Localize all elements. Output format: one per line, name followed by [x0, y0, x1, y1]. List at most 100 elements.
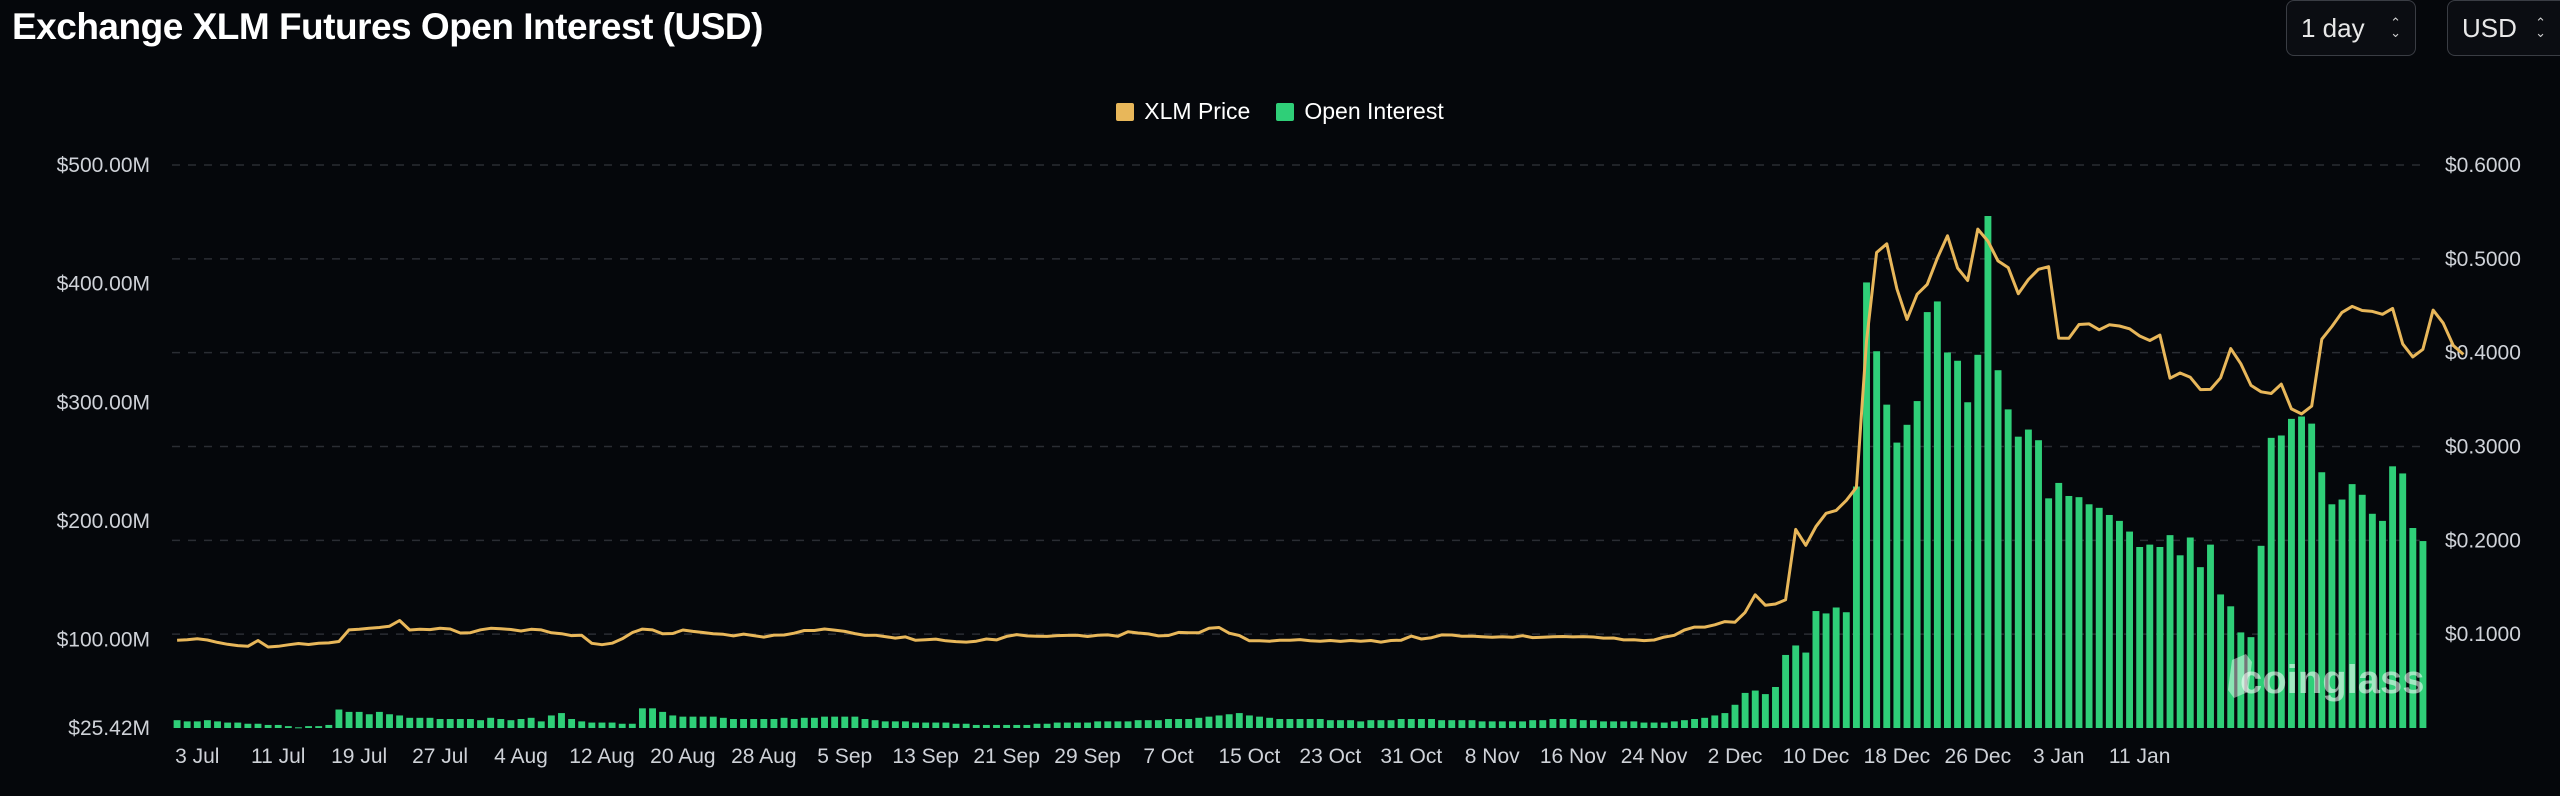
legend-item-open-interest[interactable]: Open Interest — [1276, 98, 1444, 125]
open-interest-bar — [1883, 404, 1891, 728]
open-interest-bar — [2368, 513, 2376, 728]
currency-value: USD — [2462, 12, 2517, 43]
open-interest-bar — [1225, 714, 1233, 728]
open-interest-bar — [2267, 437, 2275, 728]
x-tick-label: 12 Aug — [569, 745, 634, 768]
x-tick-label: 2 Dec — [1708, 745, 1763, 768]
open-interest-bar — [1782, 654, 1790, 728]
y-left-tick-label: $400.00M — [57, 273, 150, 296]
open-interest-bar — [679, 716, 687, 728]
open-interest-bar — [628, 723, 636, 728]
open-interest-bar — [1974, 354, 1982, 728]
coinglass-watermark: coinglass — [2240, 658, 2425, 702]
y-right-tick-label: $0.2000 — [2445, 529, 2521, 552]
open-interest-bar — [1873, 351, 1881, 728]
open-interest-bar — [345, 711, 353, 728]
x-tick-label: 4 Aug — [494, 745, 548, 768]
open-interest-bar — [1003, 724, 1011, 728]
open-interest-bar — [993, 724, 1000, 728]
x-tick-label: 21 Sep — [973, 745, 1040, 768]
open-interest-bar — [800, 717, 808, 728]
open-interest-bar — [1711, 715, 1719, 728]
open-interest-bar — [224, 722, 232, 728]
open-interest-bar — [214, 721, 221, 728]
open-interest-bar — [1104, 721, 1112, 728]
open-interest-bar — [1094, 721, 1102, 728]
legend-item-price[interactable]: XLM Price — [1116, 98, 1250, 125]
y-right-tick-label: $0.1000 — [2445, 623, 2521, 646]
open-interest-bar — [1549, 719, 1557, 728]
open-interest-bar — [1134, 720, 1142, 728]
open-interest-bar — [780, 717, 788, 728]
open-interest-bar — [1569, 719, 1577, 728]
open-interest-bar — [446, 719, 454, 728]
x-tick-label: 15 Oct — [1218, 745, 1280, 768]
open-interest-bar — [1165, 719, 1172, 728]
open-interest-bar — [517, 719, 525, 728]
open-interest-bar — [2389, 466, 2397, 728]
open-interest-bar — [740, 719, 748, 728]
open-interest-bar — [1276, 719, 1284, 728]
open-interest-bar — [1751, 690, 1759, 728]
open-interest-bar — [2014, 436, 2022, 728]
x-tick-label: 13 Sep — [892, 745, 959, 768]
y-right-tick-label: $0.6000 — [2445, 154, 2521, 177]
open-interest-bar — [386, 714, 393, 728]
open-interest-bar — [1053, 722, 1061, 728]
x-tick-label: 18 Dec — [1864, 745, 1931, 768]
x-tick-label: 3 Jul — [175, 745, 219, 768]
open-interest-bar — [1448, 720, 1456, 728]
coinglass-logo-icon — [2228, 654, 2252, 698]
open-interest-bar — [1175, 719, 1183, 728]
open-interest-bar — [1266, 717, 1274, 728]
currency-select[interactable]: USD ⌃ ⌄ — [2447, 0, 2560, 56]
open-interest-bar — [1812, 611, 1820, 728]
open-interest-bar — [2075, 497, 2083, 728]
open-interest-bar — [1579, 720, 1587, 728]
chevron-updown-icon: ⌃ ⌄ — [2390, 15, 2401, 40]
open-interest-bar — [1670, 721, 1678, 728]
open-interest-bar — [2358, 494, 2366, 728]
open-interest-bar — [416, 717, 424, 728]
open-interest-bar — [719, 717, 727, 728]
open-interest-bar — [689, 716, 697, 728]
x-tick-label: 24 Nov — [1621, 745, 1688, 768]
open-interest-bar — [1407, 719, 1415, 728]
open-interest-bar — [1468, 720, 1476, 728]
open-interest-bar — [1863, 282, 1870, 728]
open-interest-bar — [2277, 435, 2285, 728]
time-range-select[interactable]: 1 day ⌃ ⌄ — [2286, 0, 2416, 56]
open-interest-bar — [2419, 541, 2427, 728]
open-interest-bar — [1650, 722, 1658, 728]
open-interest-bar — [2399, 473, 2407, 728]
open-interest-bar — [1680, 720, 1688, 728]
open-interest-bar — [2287, 418, 2295, 728]
open-interest-bar — [1509, 721, 1516, 728]
open-interest-bar — [173, 720, 181, 728]
open-interest-bar — [487, 717, 495, 728]
open-interest-bar — [2156, 546, 2164, 728]
open-interest-bar — [1539, 720, 1547, 728]
time-range-value: 1 day — [2301, 12, 2365, 43]
x-tick-label: 7 Oct — [1143, 745, 1193, 768]
open-interest-bar — [2217, 594, 2225, 728]
open-interest-bar — [1296, 719, 1304, 728]
x-tick-label: 3 Jan — [2033, 745, 2084, 768]
open-interest-bar — [598, 722, 606, 728]
open-interest-bar — [831, 716, 839, 728]
open-interest-bar — [1488, 721, 1496, 728]
open-interest-bar — [1074, 722, 1081, 728]
open-interest-bar — [1761, 694, 1769, 728]
x-tick-label: 19 Jul — [331, 745, 387, 768]
open-interest-bar — [234, 722, 242, 728]
open-interest-bar — [2024, 429, 2032, 728]
open-interest-bar — [790, 719, 798, 728]
open-interest-bar — [315, 726, 323, 728]
open-interest-bar — [578, 721, 586, 728]
legend-swatch-price — [1116, 102, 1135, 121]
open-interest-bar — [477, 720, 484, 728]
open-interest-bar — [1033, 723, 1041, 728]
open-interest-bar — [2146, 544, 2154, 728]
x-tick-label: 8 Nov — [1465, 745, 1520, 768]
open-interest-bar — [568, 719, 576, 728]
